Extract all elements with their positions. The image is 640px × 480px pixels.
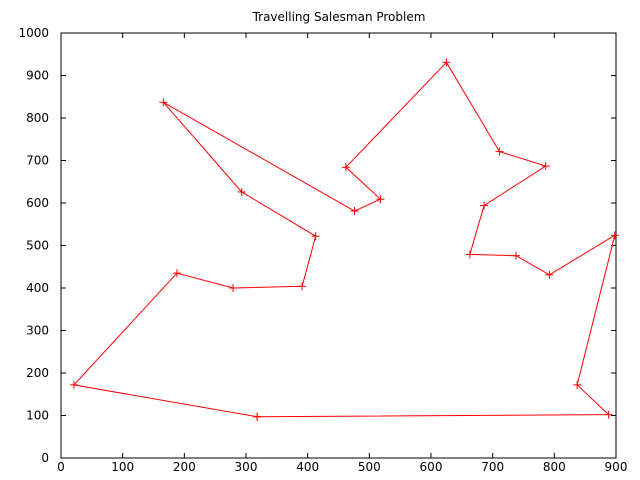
x-tick-label: 400 bbox=[296, 460, 319, 474]
x-tick-label: 700 bbox=[481, 460, 504, 474]
city-point bbox=[512, 251, 521, 260]
axes: 0 100 200 300 400 500 600 700 800 900 0 100 200 300 40… bbox=[18, 26, 627, 474]
city-point bbox=[229, 284, 238, 292]
x-tick-label: 0 bbox=[57, 460, 65, 474]
y-tick-label: 700 bbox=[26, 154, 49, 168]
city-point bbox=[237, 187, 246, 196]
y-tick-label: 400 bbox=[26, 281, 49, 295]
x-tick-label: 900 bbox=[605, 460, 628, 474]
plot-area bbox=[69, 58, 619, 421]
y-tick-label: 1000 bbox=[18, 26, 49, 40]
city-point bbox=[573, 380, 582, 389]
y-tick-label: 300 bbox=[26, 324, 49, 338]
x-tick-label: 800 bbox=[543, 460, 566, 474]
city-point bbox=[69, 380, 78, 389]
route-line bbox=[72, 61, 616, 418]
city-point bbox=[604, 410, 613, 419]
city-point bbox=[610, 231, 619, 240]
city-point bbox=[298, 282, 307, 291]
city-point bbox=[172, 269, 181, 278]
y-tick-label: 200 bbox=[26, 366, 49, 380]
x-tick-label: 600 bbox=[420, 460, 443, 474]
y-tick-label: 600 bbox=[26, 196, 49, 210]
city-point bbox=[376, 195, 385, 204]
city-point bbox=[465, 250, 474, 259]
x-tick-label: 200 bbox=[173, 460, 196, 474]
x-tick-label: 500 bbox=[358, 460, 381, 474]
city-point bbox=[159, 98, 168, 107]
city-point bbox=[480, 201, 489, 210]
city-point bbox=[341, 163, 350, 172]
x-tick-label: 300 bbox=[235, 460, 258, 474]
y-tick-label: 900 bbox=[26, 69, 49, 83]
city-point bbox=[350, 207, 359, 216]
city-point bbox=[442, 58, 451, 67]
y-tick-label: 500 bbox=[26, 239, 49, 253]
city-point bbox=[495, 147, 504, 156]
city-point bbox=[311, 232, 320, 241]
y-tick-label: 800 bbox=[26, 111, 49, 125]
city-point bbox=[545, 270, 554, 279]
x-tick-label: 100 bbox=[111, 460, 134, 474]
y-tick-label: 100 bbox=[26, 409, 49, 423]
y-tick-label: 0 bbox=[41, 451, 49, 465]
chart-title: Travelling Salesman Problem bbox=[252, 10, 426, 24]
plot-frame bbox=[60, 32, 617, 459]
city-point bbox=[541, 162, 550, 171]
city-point bbox=[253, 412, 262, 421]
